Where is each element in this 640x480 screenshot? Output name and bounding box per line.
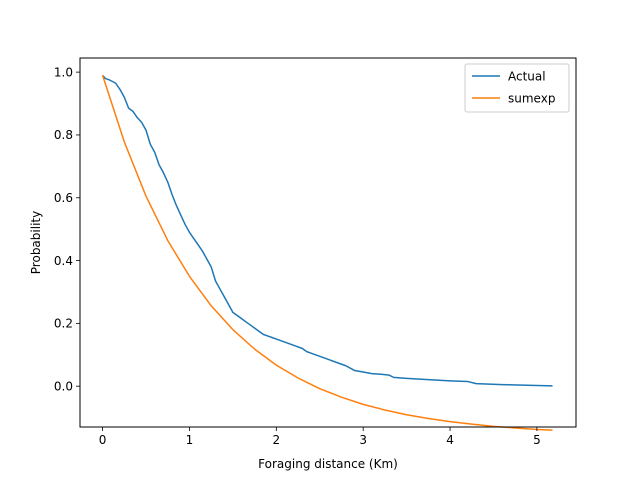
series-line-actual — [102, 74, 553, 387]
x-tick-label: 4 — [446, 433, 454, 447]
x-tick-label: 5 — [533, 433, 541, 447]
y-tick-label: 0.2 — [54, 317, 73, 331]
x-tick-label: 0 — [99, 433, 107, 447]
x-tick-label: 1 — [186, 433, 194, 447]
y-axis: 0.0 0.2 0.4 0.6 0.8 1.0 — [54, 65, 80, 393]
series-lines — [101, 74, 553, 431]
legend-label-actual: Actual — [508, 70, 546, 84]
series-line-sumexp — [101, 75, 553, 431]
y-tick-label: 0.6 — [54, 191, 73, 205]
y-tick-label: 0.0 — [54, 379, 73, 393]
x-axis: 0 1 2 3 4 5 — [99, 427, 541, 447]
y-axis-label: Probability — [29, 211, 43, 274]
plot-area — [80, 58, 576, 427]
y-tick-label: 0.4 — [54, 254, 73, 268]
x-axis-label: Foraging distance (Km) — [258, 457, 398, 471]
x-tick-label: 2 — [272, 433, 280, 447]
legend-label-sumexp: sumexp — [508, 92, 555, 106]
legend: Actual sumexp — [464, 63, 570, 113]
y-tick-label: 1.0 — [54, 65, 73, 79]
plot-frame — [79, 57, 577, 428]
x-tick-label: 3 — [359, 433, 367, 447]
y-tick-label: 0.8 — [54, 128, 73, 142]
